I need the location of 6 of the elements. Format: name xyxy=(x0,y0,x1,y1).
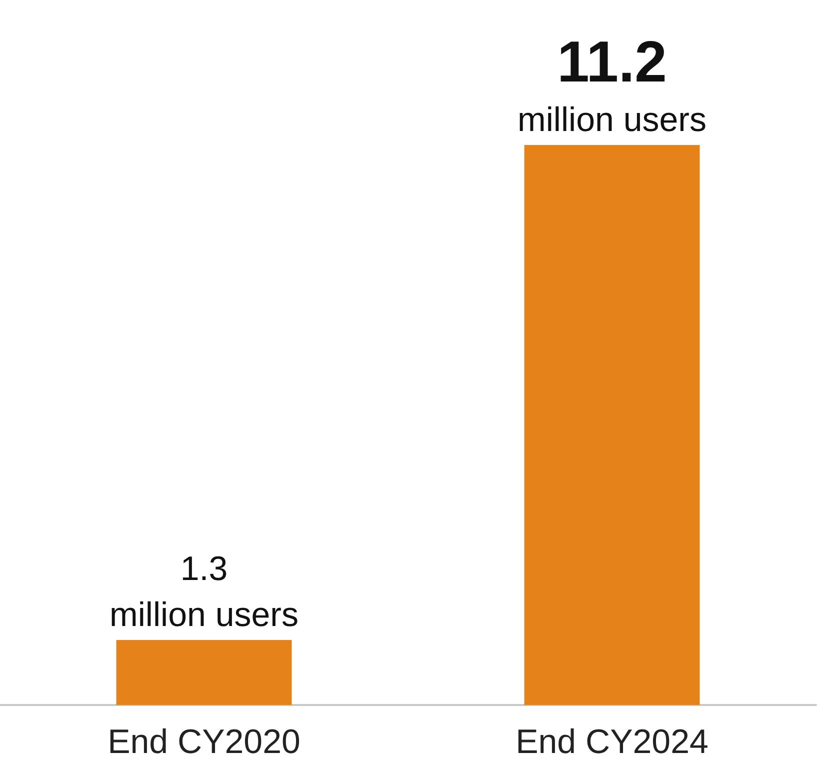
data-label: 1.3 xyxy=(180,550,228,588)
annotation: million users xyxy=(518,101,706,139)
x-tick-label: End CY2020 xyxy=(108,723,300,761)
annotation: million users xyxy=(110,596,298,634)
data-label: 11.2 xyxy=(557,30,667,94)
x-tick-label: End CY2024 xyxy=(516,723,708,761)
